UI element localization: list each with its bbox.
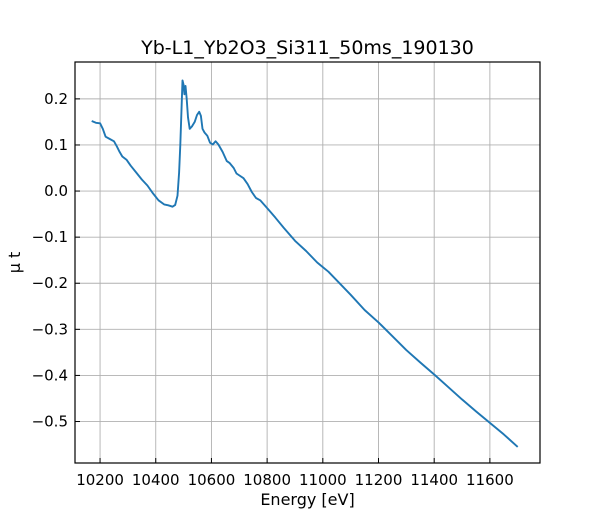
x-tick-label: 11200 [355, 471, 403, 489]
grid [75, 62, 540, 463]
x-tick-label: 10200 [76, 471, 124, 489]
x-tick-label: 11000 [299, 471, 347, 489]
y-tick-label: −0.3 [32, 320, 68, 338]
x-tick-label: 11600 [466, 471, 514, 489]
x-tick-label: 10400 [132, 471, 180, 489]
series-line-0 [91, 79, 519, 448]
x-tick-label: 10600 [188, 471, 236, 489]
x-axis-label: Energy [eV] [260, 490, 354, 509]
x-tick-label: 11400 [410, 471, 458, 489]
plot-area [91, 79, 519, 448]
axis-ticks: 10200 10400 10600 10800 11000 11200 11400 11600… [32, 90, 514, 489]
y-tick-label: −0.2 [32, 274, 68, 292]
y-tick-label: −0.4 [32, 366, 68, 384]
x-tick-label: 10800 [243, 471, 291, 489]
y-tick-label: 0.1 [44, 136, 68, 154]
y-tick-label: 0.0 [44, 182, 68, 200]
chart-title: Yb-L1_Yb2O3_Si311_50ms_190130 [140, 37, 474, 59]
y-tick-label: 0.2 [44, 90, 68, 108]
y-axis-label: μ t [5, 252, 24, 274]
y-tick-label: −0.1 [32, 228, 68, 246]
y-tick-label: −0.5 [32, 413, 68, 431]
plot-frame [74, 61, 541, 464]
